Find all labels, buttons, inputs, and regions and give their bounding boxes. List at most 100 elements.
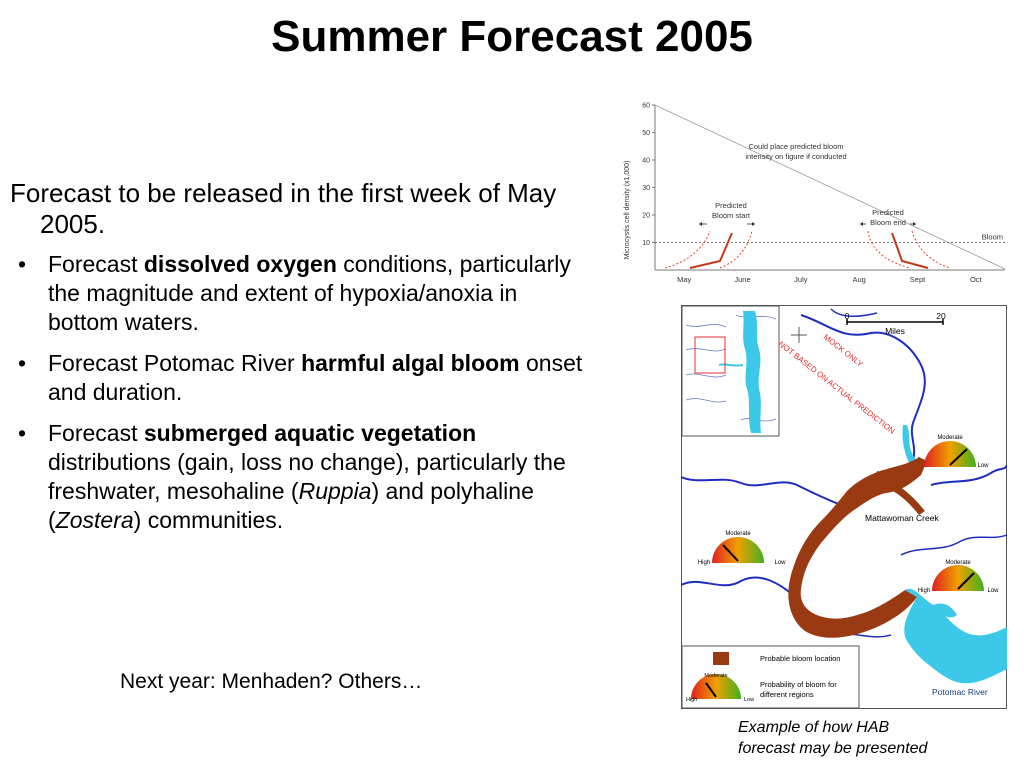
bullet-marker: • [18, 350, 27, 376]
bullet-marker: • [18, 420, 27, 446]
start-arrowhead [699, 222, 702, 226]
legend-probability-label: Probability of bloom for [760, 680, 837, 689]
upper-channel [902, 425, 919, 467]
scale-bar: 0 20 Miles [845, 311, 946, 336]
figure-caption: Example of how HAB forecast may be prese… [738, 717, 927, 759]
bullet-text: Forecast [48, 420, 144, 446]
intro-text: Forecast to be released in the first wee… [10, 178, 557, 239]
legend-bloom-swatch [713, 652, 729, 665]
gauge-needle [705, 682, 717, 698]
start-arrowhead [752, 222, 755, 226]
gauge-label: Low [977, 463, 989, 469]
x-tick-label: Oct [970, 275, 983, 284]
map-legend: Probable bloom location Moderate High Lo… [681, 645, 860, 709]
probability-gauge-east: Moderate High Low [918, 560, 999, 594]
y-tick-label: 50 [642, 130, 650, 137]
inset-bay [743, 311, 761, 433]
chart-ticks: 10 20 30 40 50 60 May June July Aug Sept Oct [642, 103, 982, 285]
gauge-label: Low [774, 560, 786, 566]
bloom-end-annotation: Predicted [872, 208, 904, 217]
intensity-annotation: Could place predicted bloom [748, 142, 843, 151]
bloom-end-range-late [911, 230, 951, 269]
gauge-label: Moderate [945, 560, 971, 566]
bloom-start-annotation: Bloom start [712, 211, 751, 220]
gauge-label: Moderate [704, 673, 727, 679]
potomac-bloom-map: 0 20 Miles MOCK ONLY NOT BASED ON ACTUAL… [681, 305, 1007, 709]
gauge-label: Low [744, 697, 754, 703]
gauge-needle [949, 448, 968, 466]
y-tick-label: 10 [642, 240, 650, 247]
y-tick-label: 60 [642, 103, 650, 110]
gauge-label: High [918, 588, 930, 594]
river-label: Potomac River [932, 687, 988, 697]
bloom-forecast-chart: Microcystis cell density (x1,000) 10 20 30… [620, 98, 1015, 290]
bloom-end-annotation: Bloom end [870, 218, 906, 227]
bloom-start-range-late [719, 230, 753, 269]
intensity-annotation: intensity on figure if conducted [745, 152, 846, 161]
predicted-bloom-end-line [891, 232, 929, 269]
x-tick-label: Aug [852, 275, 865, 284]
end-arrowhead [913, 222, 916, 226]
upper-river [800, 314, 926, 461]
gauge-needle [957, 572, 975, 590]
gauge-label: High [686, 697, 697, 703]
creek-label: Mattawoman Creek [865, 513, 939, 523]
bloom-tributary [893, 485, 925, 515]
bullet-submerged-vegetation: • Forecast submerged aquatic vegetation d… [10, 419, 590, 535]
inset-locator-map [681, 305, 780, 437]
western-shore [681, 476, 842, 506]
inset-area-marker [694, 336, 726, 374]
forecast-text: Forecast to be released in the first wee… [10, 178, 590, 547]
bullet-bold-text: harmful algal bloom [301, 350, 520, 376]
scale-unit-label: Miles [885, 326, 905, 336]
slide-title: Summer Forecast 2005 [271, 12, 753, 61]
chart-background [620, 98, 1015, 290]
bullet-text: Forecast Potomac River [48, 350, 302, 376]
inset-rivers [685, 314, 777, 422]
next-year-note: Next year: Menhaden? Others… [120, 670, 423, 693]
scale-start-label: 0 [845, 311, 850, 321]
bloom-threshold-label: Bloom [982, 233, 1003, 242]
gauge-label: Low [987, 588, 999, 594]
y-tick-label: 20 [642, 213, 650, 220]
bloom-tributary [861, 471, 885, 497]
gauge-label: Moderate [725, 531, 751, 537]
bullet-italic-text: Zostera [55, 507, 134, 533]
scale-end-label: 20 [936, 311, 946, 321]
bullet-bold-text: submerged aquatic vegetation [143, 420, 477, 446]
tributary [830, 308, 878, 317]
x-tick-label: July [794, 275, 808, 284]
bullet-harmful-algal-bloom: • Forecast Potomac River harmful algal bl… [10, 349, 590, 407]
y-axis-label: Microcystis cell density (x1,000) [624, 161, 631, 260]
bloom-end-range-early [867, 230, 911, 269]
compass-rose [791, 327, 807, 343]
probability-gauge-upper: Moderate Low [924, 435, 989, 469]
probable-bloom-area [788, 457, 927, 638]
lower-inlet [933, 603, 957, 618]
east-creek [900, 534, 1007, 556]
inset-frame [681, 305, 780, 437]
legend-probability-label: different regions [760, 690, 814, 699]
southern-creek [681, 576, 794, 596]
y-tick-label: 30 [642, 185, 650, 192]
legend-bloom-label: Probable bloom location [760, 654, 840, 663]
x-tick-label: Sept [910, 275, 926, 284]
caption-line: forecast may be presented [738, 740, 928, 757]
bullet-text: ) and polyhaline ( [48, 478, 534, 533]
bullet-dissolved-oxygen: • Forecast dissolved oxygen conditions, p… [10, 250, 590, 337]
caption-line: Example of how HAB [738, 719, 890, 736]
bullet-text: Forecast [48, 251, 144, 277]
x-tick-label: May [677, 275, 691, 284]
bullet-text: onset and duration. [48, 350, 583, 405]
bullet-italic-text: Ruppia [298, 478, 372, 504]
inset-potomac [718, 363, 744, 367]
bullet-marker: • [18, 251, 27, 277]
bullet-bold-text: dissolved oxygen [143, 251, 337, 277]
predicted-bloom-start-line [689, 232, 733, 269]
lower-potomac-water [904, 588, 1007, 684]
eastern-shore [930, 464, 1007, 486]
gauge-label: High [698, 560, 710, 566]
bullet-text: ) communities. [133, 507, 284, 533]
x-tick-label: June [734, 275, 750, 284]
legend-gauge [691, 674, 741, 699]
